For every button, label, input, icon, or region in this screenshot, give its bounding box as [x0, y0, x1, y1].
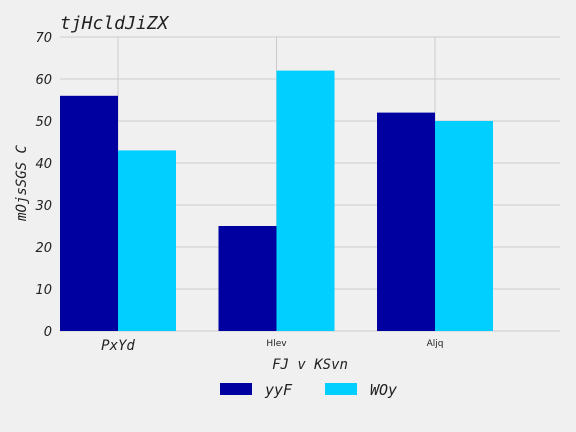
y-tick-label: 40	[35, 157, 52, 172]
x-tick-label: Aljq	[427, 339, 444, 349]
legend-entry-label: WOy	[370, 381, 397, 399]
y-tick-labels: 0 10 20 30 40 50 60 70	[35, 31, 52, 340]
bar-yyF-Hlev	[218, 226, 277, 331]
x-tick-label: PxYd	[101, 338, 135, 354]
x-axis-label: FJ v KSvn	[272, 357, 348, 373]
bar-yyF-PxYd	[60, 95, 118, 331]
bar-yyF-Aljq	[377, 112, 435, 331]
y-tick-label: 10	[35, 283, 52, 298]
bar-WOy-Hlev	[276, 70, 335, 331]
bar-WOy-PxYd	[118, 150, 176, 331]
y-tick-label: 30	[35, 199, 52, 214]
x-tick-labels: PxYd Hlev Aljq	[101, 338, 443, 354]
y-tick-label: 50	[35, 115, 52, 130]
chart-title: tjHcldJiZX	[60, 13, 170, 34]
y-axis-label: mOjsSGS C	[14, 145, 30, 222]
y-tick-label: 20	[35, 241, 52, 256]
legend-swatch	[325, 383, 357, 395]
x-tick-label: Hlev	[266, 339, 287, 349]
y-tick-label: 70	[35, 31, 52, 46]
y-tick-label: 60	[35, 73, 52, 88]
bars	[60, 70, 493, 331]
legend-swatch	[220, 383, 252, 395]
bar-WOy-Aljq	[435, 121, 493, 331]
legend-entry-label: yyF	[264, 381, 293, 399]
y-tick-label: 0	[44, 325, 52, 340]
legend: yyF WOy	[220, 381, 397, 399]
